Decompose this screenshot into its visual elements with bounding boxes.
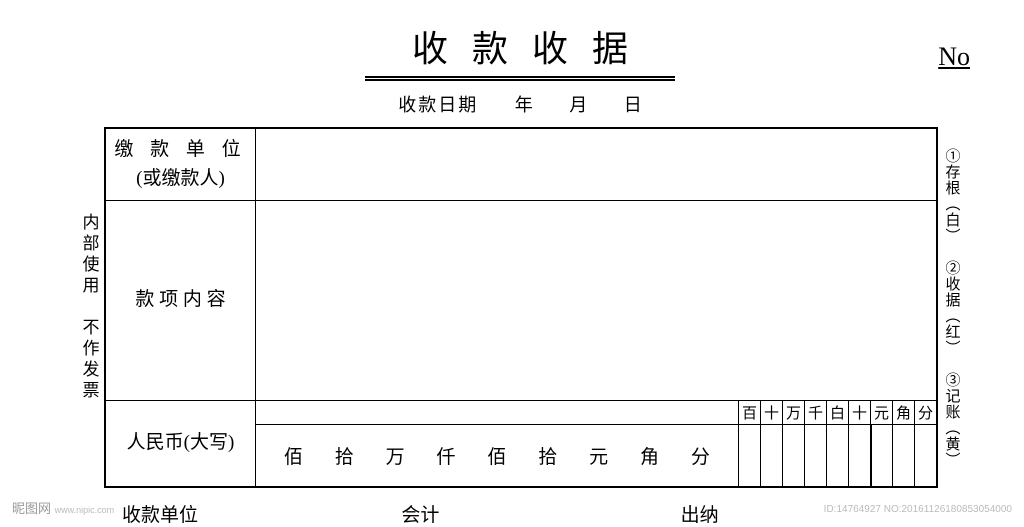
form-title: 收款收据 [380, 20, 660, 76]
digit-header-row: 百 十 万 千 白 十 元 角 分 [256, 401, 936, 425]
receipt-form: 收款收据 No 收款日期 年 月 日 内部使用 不作发票 缴 款 单 位 (或缴… [80, 20, 960, 527]
digit-head: 十 [848, 401, 870, 424]
payer-label: 缴 款 单 位 (或缴款人) [106, 129, 256, 200]
digit-cell[interactable] [804, 425, 826, 486]
date-line: 收款日期 年 月 日 [80, 91, 960, 117]
watermark-left: 昵图网 www.nipic.com [12, 498, 114, 517]
digit-cell[interactable] [782, 425, 804, 486]
cn-unit: 万 [386, 442, 405, 469]
payer-input-cell[interactable] [256, 129, 936, 200]
form-wrapper: 内部使用 不作发票 缴 款 单 位 (或缴款人) 款 项 内 容 人民币(大写) [80, 127, 960, 488]
digit-head: 千 [804, 401, 826, 424]
digit-cell[interactable] [826, 425, 848, 486]
cn-unit: 仟 [437, 442, 456, 469]
amount-area: 百 十 万 千 白 十 元 角 分 佰 拾 万 [256, 401, 936, 486]
amount-label: 人民币(大写) [106, 401, 256, 486]
digit-cell[interactable] [914, 425, 936, 486]
digit-head: 十 [760, 401, 782, 424]
cn-unit: 佰 [284, 442, 303, 469]
cn-unit: 佰 [487, 442, 506, 469]
left-side-note: 内部使用 不作发票 [80, 127, 104, 488]
month-label: 月 [569, 95, 587, 115]
main-table: 缴 款 单 位 (或缴款人) 款 项 内 容 人民币(大写) 百 [104, 127, 938, 488]
footer-unit: 收款单位 [122, 500, 401, 527]
digit-cell[interactable] [738, 425, 760, 486]
amount-body-row: 佰 拾 万 仟 佰 拾 元 角 分 [256, 425, 936, 486]
right-side-note: ①存根︵白︶ ②收据︵红︶ ③记账︵黄︶ [938, 127, 960, 488]
digit-head: 万 [782, 401, 804, 424]
digit-head: 角 [892, 401, 914, 424]
digit-cell[interactable] [848, 425, 870, 486]
cn-unit: 拾 [335, 442, 354, 469]
serial-no-label: No [938, 42, 970, 72]
digit-cell[interactable] [870, 425, 892, 486]
cn-amount-units[interactable]: 佰 拾 万 仟 佰 拾 元 角 分 [256, 425, 738, 486]
payer-row: 缴 款 单 位 (或缴款人) [106, 129, 936, 201]
watermark-brand: 昵图网 [12, 501, 51, 516]
cn-unit: 拾 [538, 442, 557, 469]
item-label: 款 项 内 容 [106, 201, 256, 400]
item-row: 款 项 内 容 [106, 201, 936, 401]
digit-cell[interactable] [892, 425, 914, 486]
footer-accountant: 会计 [401, 500, 680, 527]
digit-head: 白 [826, 401, 848, 424]
payer-label-line1: 缴 款 单 位 [114, 136, 246, 165]
digit-cell[interactable] [760, 425, 782, 486]
date-label: 收款日期 [398, 95, 478, 115]
amount-label-text: 人民币(大写) [127, 429, 235, 458]
item-label-text: 款 项 内 容 [135, 286, 225, 315]
payer-label-line2: (或缴款人) [136, 165, 225, 194]
digit-head: 分 [914, 401, 936, 424]
watermark-right: ID:14764927 NO:20161126180853054000 [824, 504, 1012, 515]
header-spacer [256, 401, 738, 424]
digit-head: 元 [870, 401, 892, 424]
cn-unit: 元 [589, 442, 608, 469]
year-label: 年 [515, 95, 533, 115]
watermark-url: www.nipic.com [55, 505, 115, 515]
title-underline [365, 76, 675, 81]
cn-unit: 分 [691, 442, 710, 469]
digit-head: 百 [738, 401, 760, 424]
title-area: 收款收据 No 收款日期 年 月 日 [80, 20, 960, 117]
cn-unit: 角 [640, 442, 659, 469]
day-label: 日 [624, 95, 642, 115]
amount-row: 人民币(大写) 百 十 万 千 白 十 元 角 分 [106, 401, 936, 486]
item-input-cell[interactable] [256, 201, 936, 400]
